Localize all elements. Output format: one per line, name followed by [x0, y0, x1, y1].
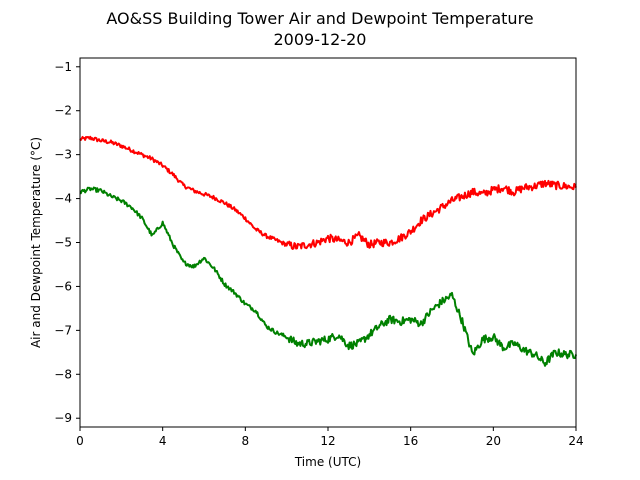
y-tick-label: −3: [54, 148, 72, 162]
plot-frame: [79, 57, 577, 428]
air-temperature-line: [79, 135, 577, 250]
chart-subtitle: 2009-12-20: [274, 30, 367, 49]
x-tick-label: 0: [76, 434, 84, 448]
x-tick-label: 12: [320, 434, 335, 448]
y-axis-label: Air and Dewpoint Temperature (°C): [29, 137, 43, 348]
x-axis-label: Time (UTC): [294, 455, 361, 469]
y-tick-label: −4: [54, 192, 72, 206]
y-tick-label: −6: [54, 279, 72, 293]
x-tick-label: 20: [486, 434, 501, 448]
x-tick-label: 16: [403, 434, 418, 448]
y-tick-label: −9: [54, 411, 72, 425]
y-tick-label: −8: [54, 367, 72, 381]
y-tick-label: −1: [54, 60, 72, 74]
y-tick-label: −5: [54, 236, 72, 250]
y-tick-label: −2: [54, 104, 72, 118]
y-tick-label: −7: [54, 323, 72, 337]
x-tick-label: 8: [242, 434, 250, 448]
x-tick-label: 24: [568, 434, 583, 448]
chart-title: AO&SS Building Tower Air and Dewpoint Te…: [106, 9, 533, 28]
x-tick-label: 4: [159, 434, 167, 448]
series-layer: [79, 135, 577, 367]
ticks-layer: 0 4 8 12 16 20 24 −9 −8 −7 −6 −5 −4 −3 −2 −1: [54, 60, 583, 448]
dewpoint-temperature-line: [79, 186, 577, 367]
